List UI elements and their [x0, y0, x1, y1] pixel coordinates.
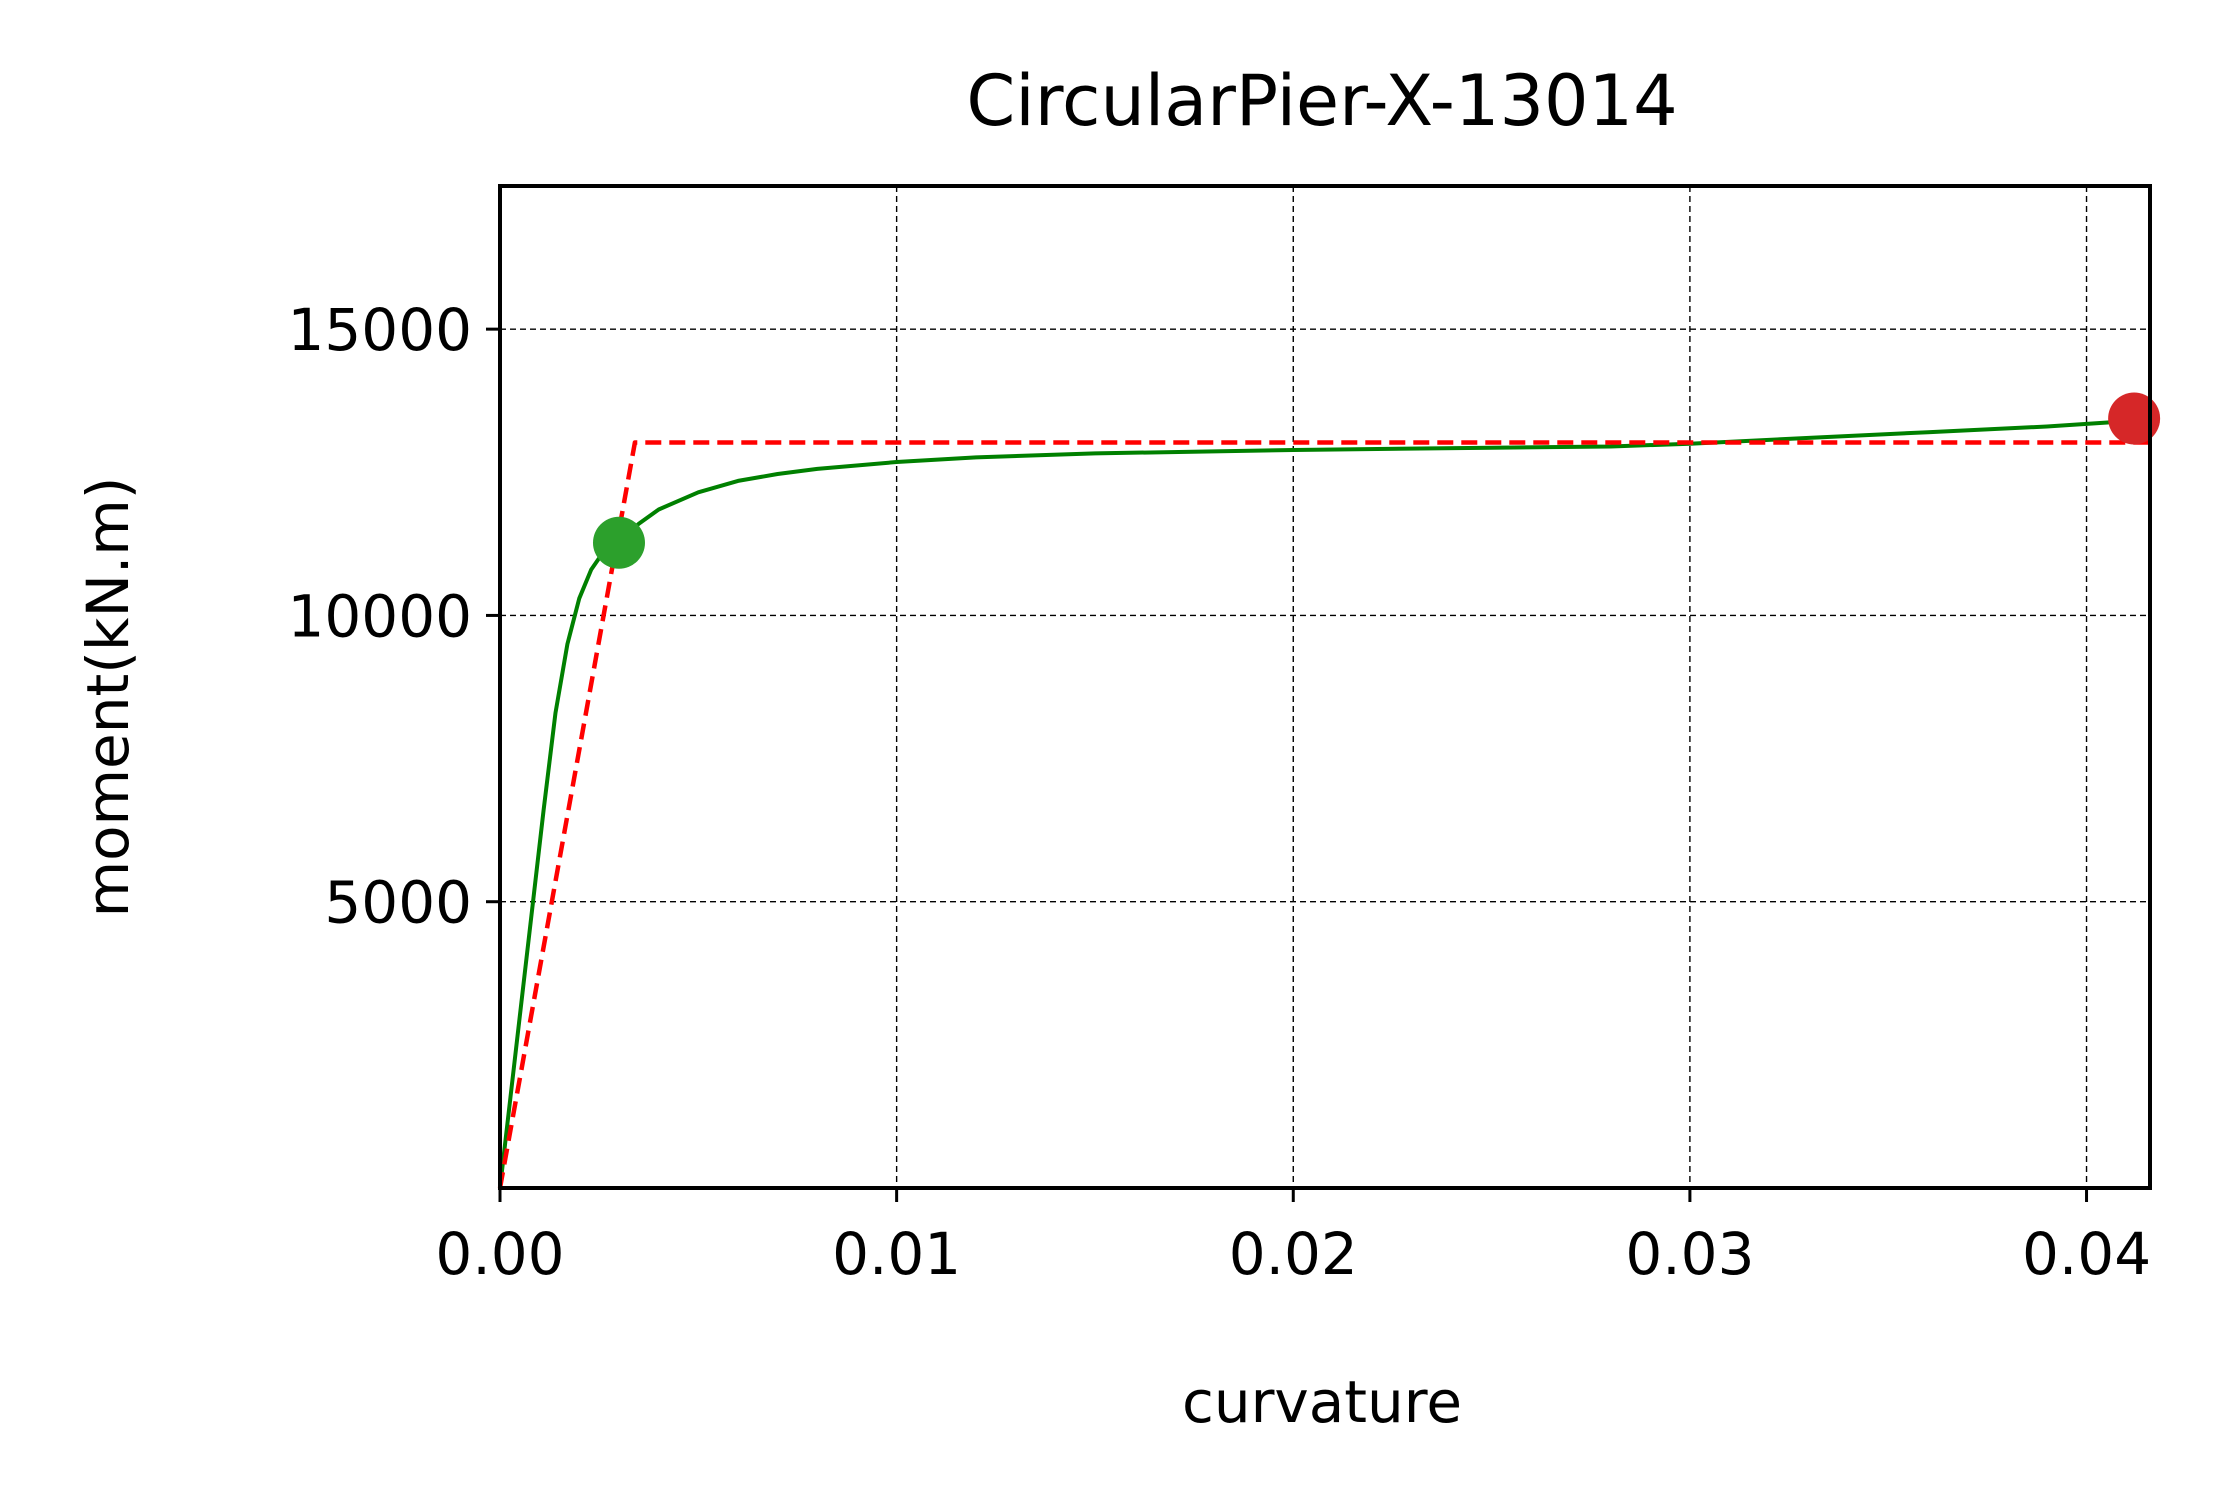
- tick-layer: 0.00 0.01 0.02 0.03 0.04 5000 10000 15000: [287, 296, 2151, 1288]
- data-layer: [497, 392, 2161, 1189]
- ultimate-point-marker: [2108, 392, 2161, 445]
- chart-title: CircularPier-X-13014: [966, 60, 1677, 142]
- yield-point-marker: [592, 516, 645, 569]
- y-tick-label: 15000: [287, 296, 472, 364]
- y-axis-title: moment(kN.m): [74, 477, 142, 918]
- y-tick-label: 5000: [324, 869, 472, 937]
- x-tick-label: 0.02: [1229, 1220, 1358, 1288]
- x-tick-label: 0.04: [2022, 1220, 2151, 1288]
- plot-frame: [498, 184, 2152, 1190]
- y-tick-label: 10000: [287, 582, 472, 650]
- bilinear-approximation-line: [497, 440, 2150, 1189]
- x-tick-label: 0.01: [832, 1220, 961, 1288]
- x-tick-label: 0.03: [1625, 1220, 1754, 1288]
- grid-lines: [500, 186, 2150, 1188]
- moment-curvature-line: [498, 418, 2135, 1189]
- x-axis-title: curvature: [1182, 1368, 1462, 1436]
- x-tick-label: 0.00: [435, 1220, 564, 1288]
